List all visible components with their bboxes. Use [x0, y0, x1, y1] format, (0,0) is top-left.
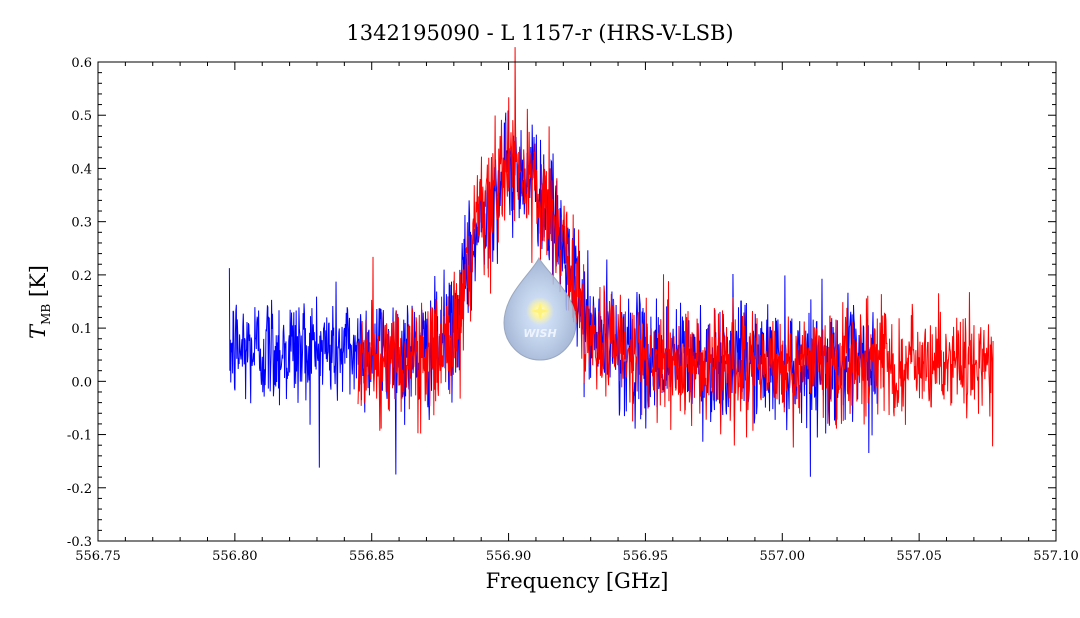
- axes-layer: 556.75 556.80 556.85 556.90 556.95 557.00 557.…: [67, 56, 1079, 564]
- wish-logo: WISH: [503, 256, 577, 361]
- y-tick-label: -0.2: [67, 482, 92, 497]
- y-tick-label: 0.1: [71, 322, 92, 337]
- x-tick-label: 557.00: [760, 549, 806, 564]
- x-tick-label: 557.10: [1033, 549, 1079, 564]
- y-tick-label: -0.1: [67, 429, 92, 444]
- x-tick-label: 556.90: [486, 549, 532, 564]
- y-tick-label: 0.5: [71, 109, 92, 124]
- chart-title: 1342195090 - L 1157-r (HRS-V-LSB): [346, 21, 733, 45]
- spectrum-series-2: [357, 47, 994, 448]
- svg-text:TMB [K]: TMB [K]: [26, 265, 53, 339]
- y-axis-label-sub: MB: [39, 304, 53, 325]
- y-tick-label: 0.6: [71, 56, 92, 71]
- x-tick-label: 556.95: [623, 549, 669, 564]
- x-tick-label: 557.05: [896, 549, 942, 564]
- y-tick-label: 0.0: [71, 375, 92, 390]
- y-axis-label: TMB [K]: [26, 265, 53, 339]
- x-tick-label: 556.80: [212, 549, 258, 564]
- y-tick-label: 0.3: [71, 216, 92, 231]
- x-axis-label: Frequency [GHz]: [486, 569, 669, 593]
- y-tick-label: 0.2: [71, 269, 92, 284]
- x-tick-label: 556.85: [349, 549, 395, 564]
- x-tick-label: 556.75: [75, 549, 121, 564]
- y-tick-label: -0.3: [67, 535, 92, 550]
- y-axis-label-main: T: [26, 323, 50, 339]
- series-layer: [228, 47, 994, 477]
- y-axis-label-unit: [K]: [26, 265, 50, 304]
- logo-text: WISH: [523, 327, 556, 340]
- y-tick-label: 0.4: [71, 162, 92, 177]
- star-icon: [531, 302, 549, 320]
- plot-frame: [97, 61, 1057, 542]
